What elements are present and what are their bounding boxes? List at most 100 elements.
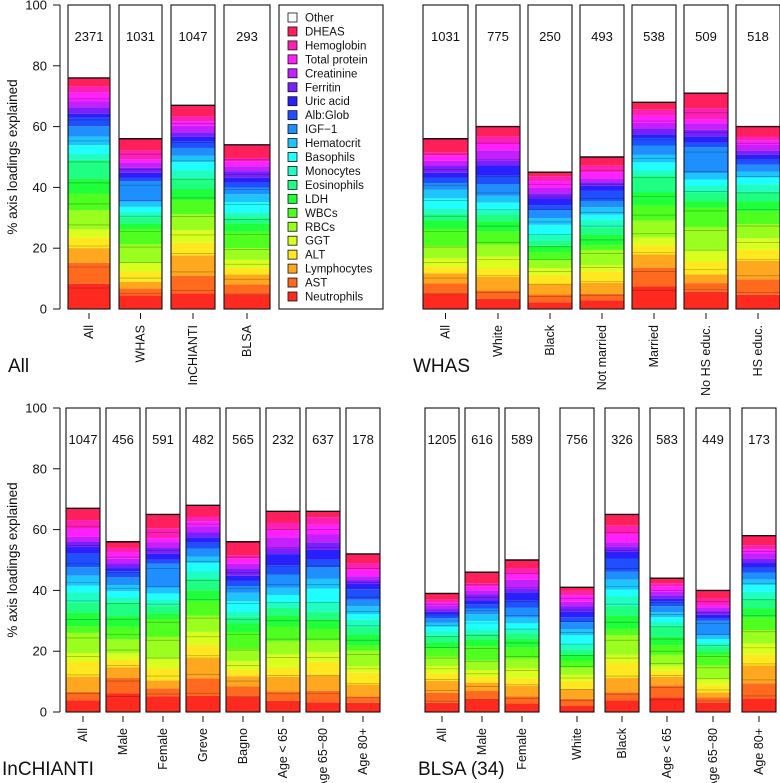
legend-swatch [287, 110, 298, 121]
legend-item-alt: ALT [287, 250, 325, 262]
n-label: 565 [232, 432, 254, 447]
segment-igf-1 [224, 187, 270, 195]
segment-ferritin [266, 548, 300, 555]
bar-outline [649, 407, 685, 713]
segment-hematocrit [650, 612, 684, 618]
segment-ast [66, 691, 100, 701]
segment-ggt [68, 229, 110, 238]
segment-monocytes [560, 643, 594, 650]
segment-monocytes [106, 597, 140, 603]
segment-monocytes [66, 592, 100, 603]
segment-dheas [266, 511, 300, 523]
segment-ggt [146, 658, 180, 669]
segment-uric-acid [226, 575, 260, 581]
segment-igf-1 [226, 586, 260, 593]
segment-alb-glob [224, 182, 270, 188]
segment-ldh [476, 221, 520, 232]
legend-label: Eosinophils [305, 180, 364, 192]
segment-basophils [632, 162, 676, 170]
bar-outline [305, 407, 341, 713]
segment-neutrophils [226, 696, 260, 712]
segment-alt [224, 267, 270, 275]
segment-igf-1 [119, 181, 162, 202]
segment-hematocrit [146, 587, 180, 594]
n-label: 756 [566, 432, 588, 447]
legend-swatch [287, 291, 298, 302]
n-label: 2371 [75, 29, 104, 44]
segment-creatinine [106, 558, 140, 564]
n-label: 775 [487, 29, 509, 44]
y-axis: 0 20 40 60 80 100 % axis loadings explained [5, 401, 61, 720]
segment-ferritin [742, 558, 776, 564]
segment-eosinophils [106, 602, 140, 617]
segment-eosinophils [423, 213, 468, 221]
segment-alt [425, 673, 459, 681]
segment-dheas [226, 541, 260, 556]
segment-ggt [66, 653, 100, 662]
legend-label: DHEAS [305, 26, 345, 38]
x-tick-label: All [439, 325, 453, 339]
segment-hemoglobin [528, 176, 572, 182]
segment-ferritin [425, 609, 459, 612]
segment-wbcs [560, 660, 594, 668]
segment-ast [605, 692, 639, 701]
segment-total-protein [696, 604, 730, 608]
segment-ast [68, 262, 110, 284]
segment-alb-glob [266, 565, 300, 575]
segment-ggt [605, 654, 639, 664]
segment-ferritin [736, 150, 780, 155]
segment-total-protein [346, 569, 380, 577]
segment-hemoglobin [696, 598, 730, 605]
bar-male: 616 Male [464, 407, 500, 755]
segment-alt [580, 271, 624, 283]
segment-rbcs [684, 226, 728, 251]
segment-uric-acid [171, 136, 215, 142]
legend-item-total-protein: Total protein [287, 54, 368, 66]
segment-uric-acid [736, 154, 780, 160]
legend-label: Hemoglobin [305, 40, 366, 52]
segment-ferritin [650, 595, 684, 599]
n-label: 637 [312, 432, 334, 447]
segment-alb-glob [66, 553, 100, 568]
legend-swatch [287, 277, 298, 288]
segment-ferritin [696, 611, 730, 615]
segment-basophils [186, 562, 220, 571]
segment-lymphocytes [119, 281, 162, 289]
legend-item-igf-1: IGF−1 [287, 124, 337, 136]
segment-dheas [528, 172, 572, 177]
segment-uric-acid [605, 551, 639, 559]
segment-creatinine [226, 563, 260, 569]
legend-item-hemoglobin: Hemoglobin [287, 40, 366, 52]
segment-basophils [346, 614, 380, 620]
segment-alb-glob [465, 604, 499, 609]
segment-alb-glob [580, 190, 624, 201]
segment-uric-acid [146, 553, 180, 560]
x-tick-label: BLSA [240, 324, 254, 357]
segment-eosinophils [425, 635, 459, 643]
n-label: 173 [748, 432, 770, 447]
segment-uric-acid [119, 172, 162, 178]
segment-hematocrit [505, 617, 539, 624]
bar-age-80: 173 Age 80+ [741, 407, 777, 775]
segment-ldh [505, 638, 539, 648]
segment-monocytes [146, 599, 180, 606]
legend-item-ggt: GGT [287, 236, 330, 248]
segment-dheas [306, 511, 340, 518]
segment-uric-acid [425, 611, 459, 615]
segment-igf-1 [505, 607, 539, 618]
legend-swatch [287, 179, 298, 190]
segment-alt [476, 268, 520, 277]
legend-swatch [287, 82, 298, 93]
n-label: 1047 [179, 29, 208, 44]
x-tick-label: Bagno [236, 728, 250, 764]
segment-ldh [425, 642, 459, 649]
bar-no-hs-educ: 509 No HS educ. [683, 4, 729, 396]
segment-lymphocytes [528, 284, 572, 295]
segment-hemoglobin [106, 547, 140, 553]
segment-basophils [696, 639, 730, 643]
segment-ast [476, 290, 520, 299]
segment-hemoglobin [346, 563, 380, 570]
bar-outline [265, 407, 301, 713]
segment-dheas [465, 572, 499, 584]
bar-outline [118, 4, 163, 310]
